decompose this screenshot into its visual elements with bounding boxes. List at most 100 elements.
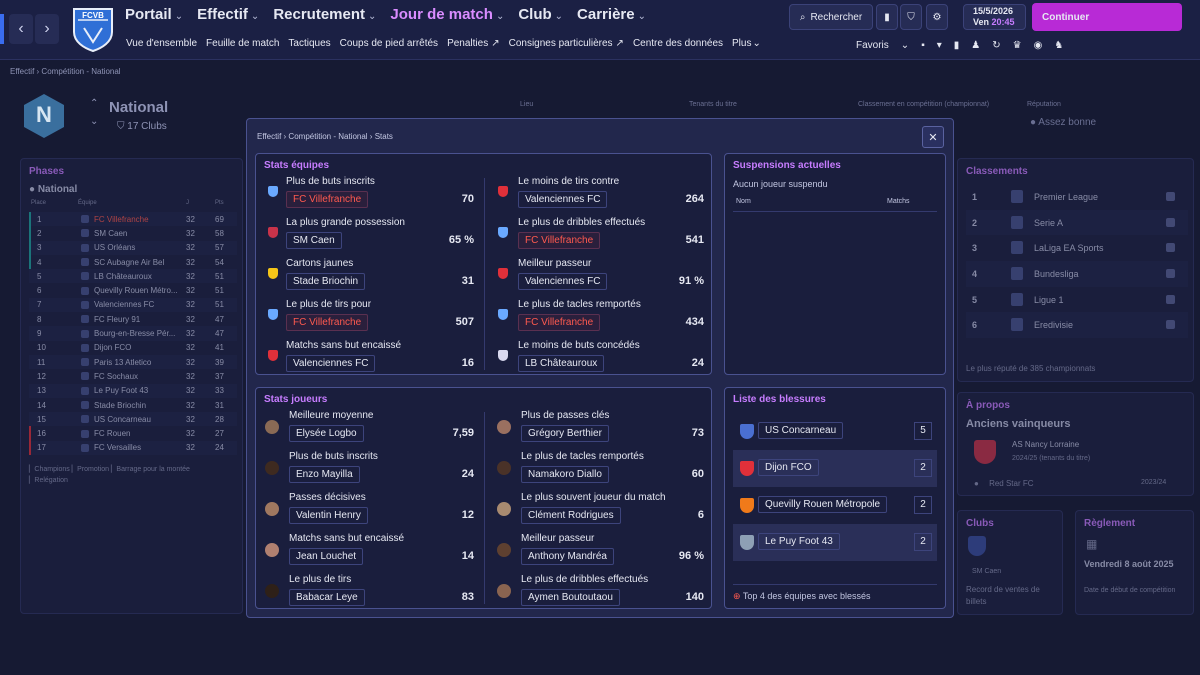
stat-label: Le plus de tirs [289, 574, 352, 585]
player-link[interactable]: Anthony Mandréa [521, 548, 614, 565]
table-row[interactable]: 17 FC Versailles 32 24 [29, 440, 237, 456]
list-item[interactable]: 6 Eredivisie [966, 312, 1188, 339]
subnav-item-6[interactable]: Centre des données [632, 38, 724, 49]
team-link[interactable]: Le Puy Foot 43 [758, 533, 840, 550]
table-row[interactable]: 9 Bourg-en-Bresse Pér... 32 47 [29, 326, 237, 341]
crest-button[interactable]: ⛉ [900, 4, 922, 30]
list-item[interactable]: 3 LaLiga EA Sports [966, 235, 1188, 261]
team-link[interactable]: Valenciennes FC [518, 191, 608, 208]
injury-count: 2 [914, 533, 932, 551]
bookmark-button[interactable]: ▮ [876, 4, 898, 30]
player-link[interactable]: Clément Rodrigues [521, 507, 621, 524]
subnav-item-2[interactable]: Tactiques [288, 38, 331, 49]
col-matchs[interactable]: Matchs [887, 198, 910, 205]
table-row[interactable]: 2 SM Caen 32 58 [29, 226, 237, 241]
team-link[interactable]: LB Châteauroux [518, 355, 605, 372]
settings-button[interactable]: ⚙ [926, 4, 948, 30]
nav-4[interactable]: Club ⌄ [518, 6, 563, 23]
col-played[interactable]: J [186, 200, 189, 206]
player-link[interactable]: Aymen Boutoutaou [521, 589, 620, 606]
date-display[interactable]: 15/5/2026 Ven 20:45 [963, 4, 1026, 30]
injuries-footer[interactable]: ⊕ Top 4 des équipes avec blessés [733, 591, 870, 602]
refresh-icon[interactable]: ↻ [992, 40, 1001, 51]
subnav-item-0[interactable]: Vue d'ensemble [126, 38, 198, 49]
subnav-item-5[interactable]: Consignes particulières [508, 38, 613, 49]
favorites-label[interactable]: Favoris [856, 40, 889, 51]
nav-0[interactable]: Portail ⌄ [125, 6, 183, 23]
back-button[interactable]: ‹ [9, 14, 33, 44]
subnav-item-1[interactable]: Feuille de match [206, 38, 280, 49]
team-link[interactable]: Stade Briochin [286, 273, 366, 290]
table-row[interactable]: 1 FC Villefranche 32 69 [29, 212, 237, 227]
collapse-icon[interactable]: ⌄ [90, 116, 99, 127]
list-item[interactable]: 1 Premier League [966, 184, 1188, 210]
table-row[interactable]: 11 Paris 13 Atletico 32 39 [29, 354, 237, 370]
nav-3[interactable]: Jour de match ⌄ [390, 6, 504, 23]
col-team[interactable]: Équipe [78, 200, 97, 206]
expand-icon[interactable]: ⌃ [90, 98, 99, 109]
player-link[interactable]: Babacar Leye [289, 589, 365, 606]
subnav-item-7[interactable]: Plus [732, 38, 752, 49]
team-link[interactable]: Valenciennes FC [286, 355, 376, 372]
col-place[interactable]: Place [31, 200, 47, 206]
search-button[interactable]: ⌕ Rechercher [789, 4, 873, 30]
table-row[interactable]: 13 Le Puy Foot 43 32 33 [29, 383, 237, 398]
team-link[interactable]: FC Villefranche [518, 314, 601, 331]
club-logo[interactable]: FCVB [72, 6, 114, 52]
card-icon[interactable]: ▮ [953, 40, 960, 51]
shirt-icon[interactable]: ▾ [936, 40, 942, 51]
table-row[interactable]: 4 SC Aubagne Air Bel 32 54 [29, 254, 237, 270]
nav-2[interactable]: Recrutement ⌄ [273, 6, 376, 23]
table-row[interactable]: 7 Valenciennes FC 32 51 [29, 297, 237, 313]
modal-crumb-competition[interactable]: Compétition - National [288, 132, 368, 141]
close-button[interactable]: ✕ [922, 126, 944, 148]
table-row[interactable]: 8 FC Fleury 91 32 47 [29, 312, 237, 326]
team-link[interactable]: Dijon FCO [758, 459, 819, 476]
player-link[interactable]: Valentin Henry [289, 507, 368, 524]
modal-crumb-effectif[interactable]: Effectif [257, 132, 282, 141]
table-row[interactable]: 6 Quevilly Rouen Métro... 32 51 [29, 283, 237, 297]
table-row[interactable]: 15 US Concarneau 32 28 [29, 412, 237, 427]
player-link[interactable]: Namakoro Diallo [521, 466, 609, 483]
team-link[interactable]: Quevilly Rouen Métropole [758, 496, 888, 513]
col-points[interactable]: Pts [215, 200, 224, 206]
nav-1[interactable]: Effectif ⌄ [197, 6, 259, 23]
injury-row[interactable]: Dijon FCO 2 [733, 450, 937, 487]
team-link[interactable]: US Concarneau [758, 422, 844, 439]
crumb-competition[interactable]: Compétition - National [41, 67, 121, 76]
team-link[interactable]: FC Villefranche [518, 232, 601, 249]
crumb-effectif[interactable]: Effectif [10, 67, 35, 76]
team-link[interactable]: SM Caen [286, 232, 342, 249]
forward-button[interactable]: › [35, 14, 59, 44]
player-link[interactable]: Enzo Mayilla [289, 466, 360, 483]
team-icon[interactable]: ♞ [1054, 40, 1064, 51]
injury-row[interactable]: Quevilly Rouen Métropole 2 [733, 487, 937, 524]
table-row[interactable]: 12 FC Sochaux 32 37 [29, 369, 237, 383]
trophy-icon[interactable]: ♛ [1012, 40, 1022, 51]
table-row[interactable]: 5 LB Châteauroux 32 51 [29, 269, 237, 284]
list-item[interactable]: 5 Ligue 1 [966, 287, 1188, 313]
award-icon[interactable]: ◉ [1033, 40, 1043, 51]
team-link[interactable]: Valenciennes FC [518, 273, 608, 290]
subnav-item-4[interactable]: Penalties [447, 38, 489, 49]
injury-row[interactable]: Le Puy Foot 43 2 [733, 524, 937, 561]
player-link[interactable]: Elysée Logbo [289, 425, 364, 442]
team-link[interactable]: FC Villefranche [286, 191, 369, 208]
table-row[interactable]: 10 Dijon FCO 32 41 [29, 341, 237, 355]
list-item[interactable]: 4 Bundesliga [966, 261, 1188, 287]
table-row[interactable]: 14 Stade Briochin 32 31 [29, 398, 237, 412]
player-link[interactable]: Jean Louchet [289, 548, 364, 565]
list-item[interactable]: 2 Serie A [966, 209, 1188, 236]
table-row[interactable]: 16 FC Rouen 32 27 [29, 426, 237, 441]
continue-button[interactable]: Continuer [1032, 3, 1182, 31]
people-icon[interactable]: ♟ [971, 40, 981, 51]
team-link[interactable]: FC Villefranche [286, 314, 369, 331]
player-link[interactable]: Grégory Berthier [521, 425, 609, 442]
chat-icon[interactable]: ▪ [921, 40, 925, 51]
subnav-item-3[interactable]: Coups de pied arrêtés [339, 38, 439, 49]
nav-5[interactable]: Carrière ⌄ [577, 6, 646, 23]
table-row[interactable]: 3 US Orléans 32 57 [29, 240, 237, 255]
col-nom[interactable]: Nom [736, 198, 751, 205]
chevron-down-icon[interactable]: ⌄ [900, 40, 910, 51]
injury-row[interactable]: US Concarneau 5 [733, 413, 937, 450]
